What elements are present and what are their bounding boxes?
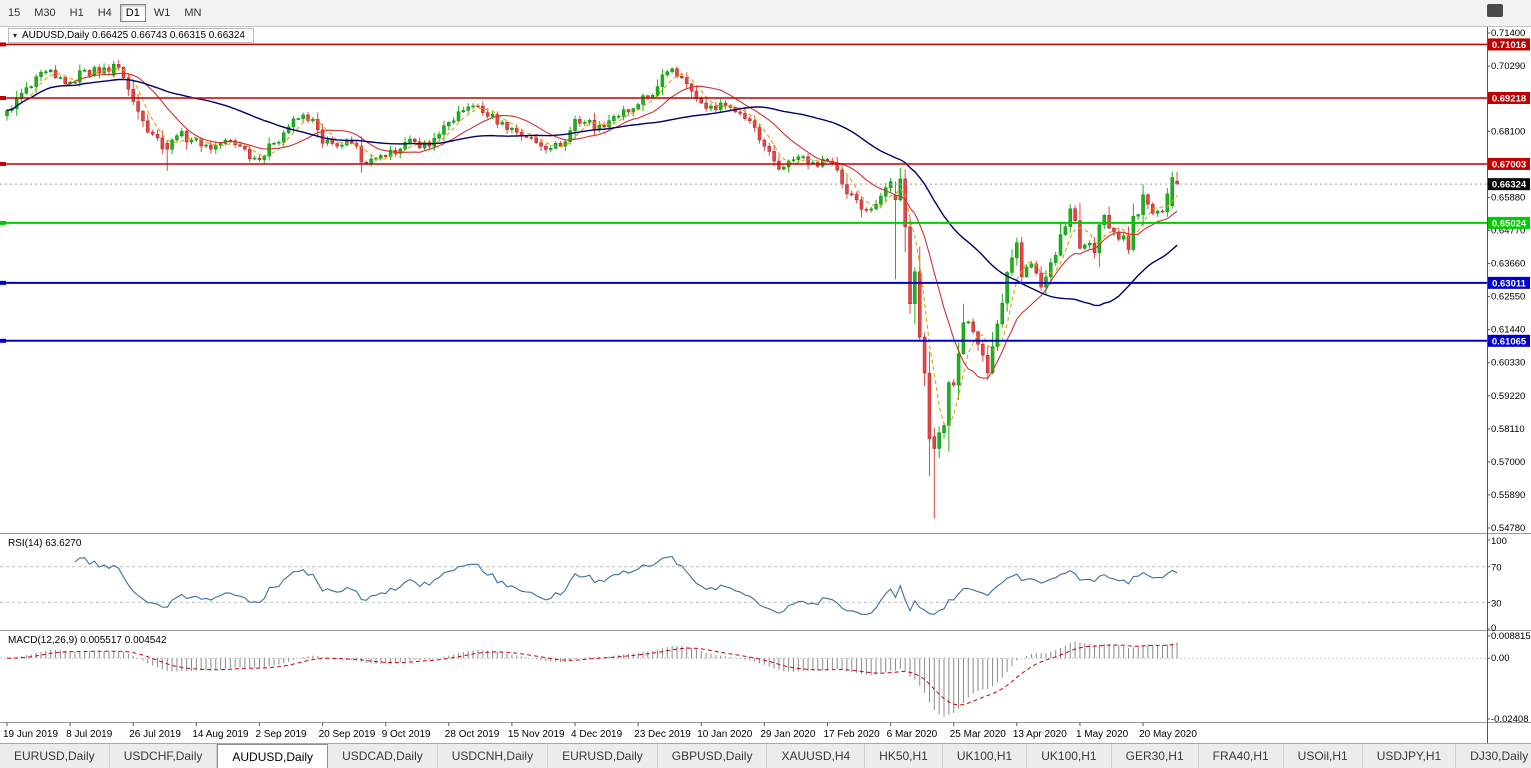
svg-text:0.62550: 0.62550: [1491, 292, 1525, 303]
tab-eurusd-daily[interactable]: EURUSD,Daily: [0, 744, 110, 768]
svg-text:0.69218: 0.69218: [1492, 93, 1526, 104]
timeframe-button-d1[interactable]: D1: [119, 4, 146, 22]
svg-text:0.67003: 0.67003: [1492, 159, 1526, 170]
svg-text:10 Jan 2020: 10 Jan 2020: [697, 729, 752, 740]
svg-text:0.64770: 0.64770: [1491, 225, 1525, 236]
tab-gbpusd-daily[interactable]: GBPUSD,Daily: [658, 744, 768, 768]
svg-text:0.71400: 0.71400: [1491, 28, 1525, 39]
svg-text:0.54780: 0.54780: [1491, 523, 1525, 534]
tab-uk100-h1[interactable]: UK100,H1: [1027, 744, 1112, 768]
svg-text:23 Dec 2019: 23 Dec 2019: [634, 729, 691, 740]
svg-text:0.61440: 0.61440: [1491, 325, 1525, 336]
timeframe-button-m30[interactable]: M30: [34, 7, 56, 19]
svg-text:0.57000: 0.57000: [1491, 457, 1525, 468]
svg-text:4 Dec 2019: 4 Dec 2019: [571, 729, 623, 740]
svg-text:0.55890: 0.55890: [1491, 490, 1525, 501]
svg-text:25 Mar 2020: 25 Mar 2020: [950, 729, 1007, 740]
svg-text:30: 30: [1491, 598, 1502, 609]
tab-hk50-h1[interactable]: HK50,H1: [865, 744, 943, 768]
timeframe-button-group: 15 M30 H1 H4 D1 W1 MN: [1, 4, 208, 22]
svg-text:0.00: 0.00: [1491, 653, 1510, 664]
svg-text:1 May 2020: 1 May 2020: [1076, 729, 1129, 740]
svg-text:-0.02408: -0.02408: [1491, 714, 1529, 725]
svg-text:0.63011: 0.63011: [1492, 278, 1527, 289]
svg-text:26 Jul 2019: 26 Jul 2019: [129, 729, 181, 740]
svg-text:2 Sep 2019: 2 Sep 2019: [255, 729, 307, 740]
svg-text:14 Aug 2019: 14 Aug 2019: [192, 729, 249, 740]
svg-text:0.61065: 0.61065: [1492, 336, 1527, 347]
svg-text:13 Apr 2020: 13 Apr 2020: [1013, 729, 1067, 740]
svg-text:100: 100: [1491, 536, 1507, 547]
svg-text:28 Oct 2019: 28 Oct 2019: [445, 729, 500, 740]
macd-indicator-label: MACD(12,26,9) 0.005517 0.004542: [8, 635, 167, 646]
tab-eurusd-daily[interactable]: EURUSD,Daily: [548, 744, 658, 768]
chart-title-text: AUDUSD,Daily 0.66425 0.66743 0.66315 0.6…: [22, 30, 245, 41]
tab-uk100-h1[interactable]: UK100,H1: [943, 744, 1028, 768]
svg-text:70: 70: [1491, 563, 1502, 574]
timeframe-button-mn[interactable]: MN: [184, 7, 202, 19]
toolbar-corner-icon[interactable]: [1487, 4, 1503, 17]
tab-dj30-daily[interactable]: DJ30,Daily: [1456, 744, 1531, 768]
tab-usdjpy-h1[interactable]: USDJPY,H1: [1363, 744, 1457, 768]
tab-audusd-daily[interactable]: AUDUSD,Daily: [217, 744, 329, 768]
svg-text:9 Oct 2019: 9 Oct 2019: [382, 729, 431, 740]
svg-text:8 Jul 2019: 8 Jul 2019: [66, 729, 113, 740]
svg-text:0.65024: 0.65024: [1492, 218, 1527, 229]
rsi-indicator-label: RSI(14) 63.6270: [8, 538, 82, 549]
svg-text:0.63660: 0.63660: [1491, 259, 1525, 270]
svg-text:0.68100: 0.68100: [1491, 126, 1525, 137]
timeframe-toolbar: 15 M30 H1 H4 D1 W1 MN: [0, 0, 1531, 27]
timeframe-button-h4[interactable]: H4: [97, 7, 112, 19]
svg-text:0.59220: 0.59220: [1491, 391, 1525, 402]
svg-text:6 Mar 2020: 6 Mar 2020: [887, 729, 938, 740]
svg-text:19 Jun 2019: 19 Jun 2019: [3, 729, 58, 740]
timeframe-button-w1[interactable]: W1: [153, 7, 171, 19]
svg-text:20 Sep 2019: 20 Sep 2019: [319, 729, 376, 740]
svg-text:0.58110: 0.58110: [1491, 424, 1525, 435]
svg-text:0: 0: [1491, 623, 1496, 634]
svg-text:0.008815: 0.008815: [1491, 631, 1531, 642]
svg-text:0.60330: 0.60330: [1491, 358, 1525, 369]
symbol-tab-bar: EURUSD,Daily USDCHF,Daily AUDUSD,Daily USDC…: [0, 743, 1531, 768]
svg-text:15 Nov 2019: 15 Nov 2019: [508, 729, 565, 740]
tab-usdcad-daily[interactable]: USDCAD,Daily: [328, 744, 438, 768]
tab-usdchf-daily[interactable]: USDCHF,Daily: [110, 744, 218, 768]
chart-dropdown-icon[interactable]: ▾: [13, 30, 18, 40]
svg-text:0.65880: 0.65880: [1491, 192, 1525, 203]
tab-xauusd-h4[interactable]: XAUUSD,H4: [767, 744, 866, 768]
timeframe-button-h1[interactable]: H1: [69, 7, 84, 19]
svg-text:0.70290: 0.70290: [1491, 61, 1525, 72]
svg-text:29 Jan 2020: 29 Jan 2020: [760, 729, 815, 740]
svg-text:17 Feb 2020: 17 Feb 2020: [823, 729, 880, 740]
svg-text:0.71016: 0.71016: [1492, 40, 1526, 51]
tab-usdcnh-daily[interactable]: USDCNH,Daily: [438, 744, 549, 768]
timeframe-button-15[interactable]: 15: [8, 7, 21, 19]
tab-fra40-h1[interactable]: FRA40,H1: [1199, 744, 1284, 768]
chart-title-box[interactable]: ▾ AUDUSD,Daily 0.66425 0.66743 0.66315 0…: [8, 28, 254, 43]
tab-usoil-h1[interactable]: USOil,H1: [1284, 744, 1363, 768]
tab-ger30-h1[interactable]: GER30,H1: [1112, 744, 1199, 768]
svg-text:0.66324: 0.66324: [1492, 180, 1527, 191]
svg-text:20 May 2020: 20 May 2020: [1139, 729, 1197, 740]
